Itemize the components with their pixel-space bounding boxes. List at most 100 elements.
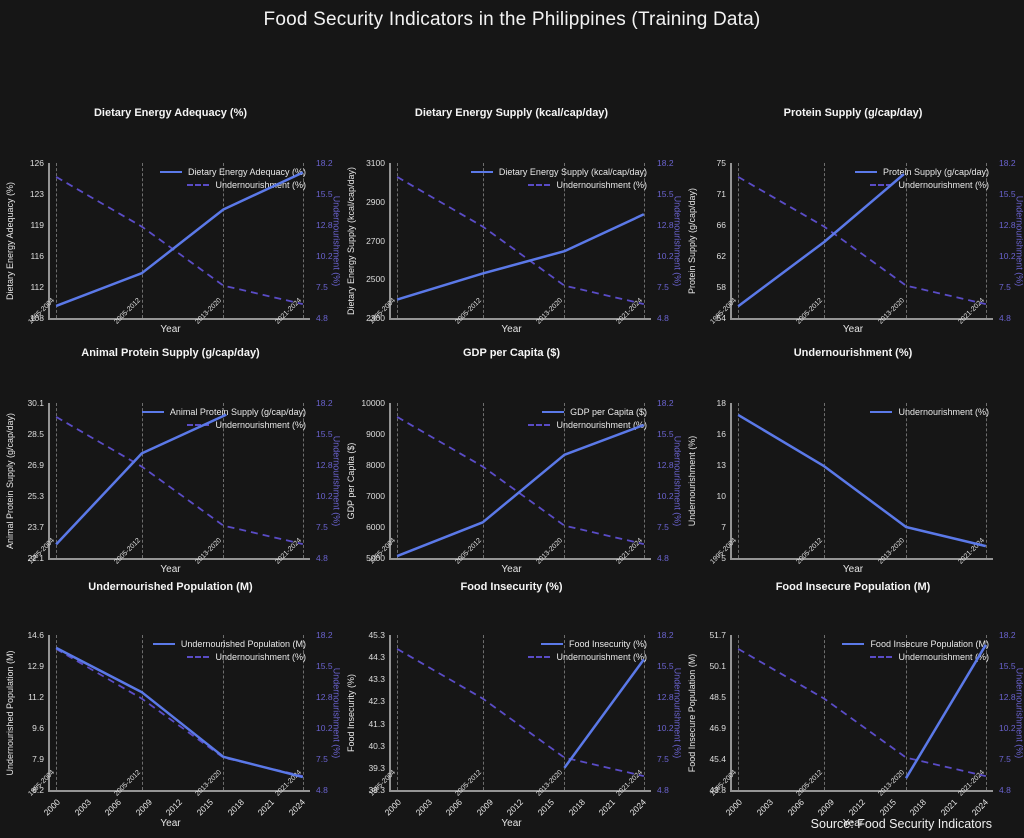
chart-legend[interactable]: Dietary Energy Supply (kcal/cap/day) Unde… — [470, 167, 647, 190]
y-axis-tick-label[interactable]: 10 — [716, 491, 726, 501]
x-axis-tick-label[interactable]: 2015 — [535, 797, 557, 818]
legend-line-sample[interactable] — [159, 171, 182, 173]
x-axis-tick-label[interactable]: 2024 — [627, 797, 648, 818]
period-line[interactable] — [223, 163, 225, 318]
legend-line-sample[interactable] — [141, 411, 164, 413]
legend-item-primary[interactable]: Undernourished Population (M) — [152, 639, 306, 649]
x-axis-title[interactable]: Year — [160, 564, 181, 575]
legend-dashed-sample[interactable] — [528, 656, 551, 658]
secondary-axis-tick-label[interactable]: 10.2 — [657, 723, 674, 733]
x-axis-tick-label[interactable]: 2006 — [102, 797, 124, 818]
y-axis-tick-label[interactable]: 5000 — [366, 553, 385, 563]
secondary-axis-tick-label[interactable]: 7.5 — [316, 522, 328, 532]
period-line[interactable] — [397, 635, 399, 790]
secondary-axis-tick-label[interactable]: 10.2 — [657, 251, 674, 261]
legend-dashed-sample[interactable] — [870, 656, 893, 658]
period-line[interactable] — [302, 403, 304, 558]
secondary-axis-tick-label[interactable]: 12.8 — [316, 460, 333, 470]
secondary-axis-tick-label[interactable]: 12.8 — [999, 692, 1016, 702]
y-axis-tick-label[interactable]: 112 — [30, 282, 44, 292]
period-line[interactable] — [738, 635, 740, 790]
x-axis-title[interactable]: Year — [842, 564, 864, 575]
x-axis-tick-label[interactable]: 2006 — [443, 797, 465, 818]
secondary-axis-tick-label[interactable]: 10.2 — [316, 723, 333, 733]
y-axis-tick-label[interactable]: 6000 — [366, 522, 385, 532]
legend-item-undernourishment[interactable]: Undernourishment (%) — [870, 180, 989, 190]
secondary-axis-tick-label[interactable]: 12.8 — [657, 220, 674, 230]
secondary-axis-tick-label[interactable]: 18.2 — [657, 630, 674, 640]
period-line[interactable] — [643, 635, 645, 790]
legend-line-sample[interactable] — [540, 643, 563, 645]
y-axis-tick-label[interactable]: 46.9 — [709, 723, 726, 733]
plot-area[interactable]: 1995-2004 2005-2012 2013-2020 2021-2024 18 16… — [687, 398, 993, 566]
x-axis-title[interactable]: Year — [501, 818, 522, 829]
y-axis-tick-label[interactable]: 62 — [716, 251, 726, 261]
secondary-axis-tick-label[interactable]: 4.8 — [316, 313, 328, 323]
y-axis-tick-label[interactable]: 75 — [716, 158, 726, 168]
x-axis-title[interactable]: Year — [501, 324, 522, 335]
y-axis-tick-label[interactable]: 58 — [716, 282, 726, 292]
legend-label[interactable]: Protein Supply (g/cap/day) — [882, 167, 989, 177]
y-axis-tick-label[interactable]: 11.2 — [28, 692, 44, 702]
legend-item-undernourishment[interactable]: Undernourishment (%) — [187, 652, 306, 662]
period-line[interactable] — [643, 403, 645, 558]
legend-line-sample[interactable] — [152, 643, 175, 645]
legend-item-undernourishment[interactable]: Undernourishment (%) — [528, 420, 647, 430]
period-line[interactable] — [141, 635, 143, 790]
y-axis-title[interactable]: Undernourishment (%) — [687, 435, 697, 526]
y-axis-tick-label[interactable]: 38.3 — [368, 785, 385, 795]
y-axis-tick-label[interactable]: 12.9 — [27, 661, 44, 671]
legend-item-primary[interactable]: Dietary Energy Adequacy (%) — [159, 167, 306, 177]
plot-area[interactable]: 1995-2004 2005-2012 2013-2020 2021-2024 51.7… — [687, 630, 1024, 817]
secondary-axis-tick-label[interactable]: 4.8 — [999, 785, 1011, 795]
x-axis-tick-label[interactable]: 2009 — [133, 797, 154, 818]
y-axis-tick-label[interactable]: 28.5 — [27, 429, 44, 439]
secondary-axis-tick-label[interactable]: 4.8 — [999, 313, 1011, 323]
y-axis-tick-label[interactable]: 123 — [29, 189, 44, 199]
secondary-axis-tick-label[interactable]: 12.8 — [657, 460, 674, 470]
period-line[interactable] — [824, 403, 826, 558]
y-axis-title[interactable]: GDP per Capita ($) — [346, 442, 356, 519]
secondary-axis-tick-label[interactable]: 4.8 — [657, 313, 669, 323]
period-line[interactable] — [824, 635, 826, 790]
y-axis-tick-label[interactable]: 2900 — [366, 196, 385, 207]
secondary-axis-tick-label[interactable]: 18.2 — [316, 398, 333, 408]
x-axis-title[interactable]: Year — [501, 564, 522, 575]
x-axis-tick-label[interactable]: 2009 — [815, 797, 837, 818]
chart-legend[interactable]: Food Insecure Population (M) Undernourish… — [842, 639, 989, 662]
y-axis-tick-label[interactable]: 40.3 — [368, 740, 385, 751]
x-axis-tick-label[interactable]: 2018 — [907, 797, 929, 818]
legend-dashed-sample[interactable] — [528, 424, 551, 426]
y-axis-tick-label[interactable]: 45.3 — [368, 630, 385, 640]
secondary-axis-tick-label[interactable]: 15.5 — [316, 189, 333, 199]
legend-line-sample[interactable] — [854, 171, 877, 173]
y-axis-tick-label[interactable]: 7.9 — [32, 754, 44, 764]
y-axis-tick-label[interactable]: 43.3 — [368, 674, 385, 685]
y-axis-tick-label[interactable]: 2300 — [366, 313, 385, 323]
y-axis-tick-label[interactable]: 2500 — [366, 274, 385, 285]
secondary-axis-tick-label[interactable]: 10.2 — [657, 491, 674, 501]
legend-label[interactable]: Undernourishment (%) — [898, 180, 989, 190]
y-axis-tick-label[interactable]: 42.3 — [368, 696, 385, 707]
x-axis-tick-label[interactable]: 2015 — [877, 797, 898, 818]
legend-item-undernourishment[interactable]: Undernourishment (%) — [187, 180, 306, 190]
legend-label[interactable]: Undernourishment (%) — [215, 420, 306, 430]
y-axis-tick-label[interactable]: 126 — [29, 158, 44, 168]
secondary-axis-tick-label[interactable]: 10.2 — [999, 251, 1016, 261]
period-line[interactable] — [564, 403, 566, 558]
plot-area[interactable]: 1995-2004 2005-2012 2013-2020 2021-2024 3100… — [346, 158, 683, 326]
x-axis-tick-label[interactable]: 2012 — [846, 797, 868, 818]
secondary-axis-tick-label[interactable]: 15.5 — [999, 189, 1016, 199]
legend-item-undernourishment[interactable]: Undernourishment (%) — [187, 420, 306, 430]
secondary-axis-title[interactable]: Undernourishment (%) — [1015, 195, 1024, 286]
legend-line-sample[interactable] — [542, 411, 565, 413]
period-line[interactable] — [482, 635, 484, 790]
x-axis-tick-label[interactable]: 2012 — [164, 797, 185, 818]
y-axis-title[interactable]: Undernourished Population (M) — [5, 649, 15, 776]
y-axis-tick-label[interactable]: 30.1 — [27, 398, 44, 408]
y-axis-tick-label[interactable]: 13 — [716, 460, 726, 470]
secondary-axis-tick-label[interactable]: 4.8 — [316, 553, 328, 563]
secondary-axis-tick-label[interactable]: 18.2 — [999, 158, 1016, 168]
y-axis-title[interactable]: Dietary Energy Supply (kcal/cap/day) — [346, 166, 356, 315]
period-line[interactable] — [56, 403, 58, 558]
